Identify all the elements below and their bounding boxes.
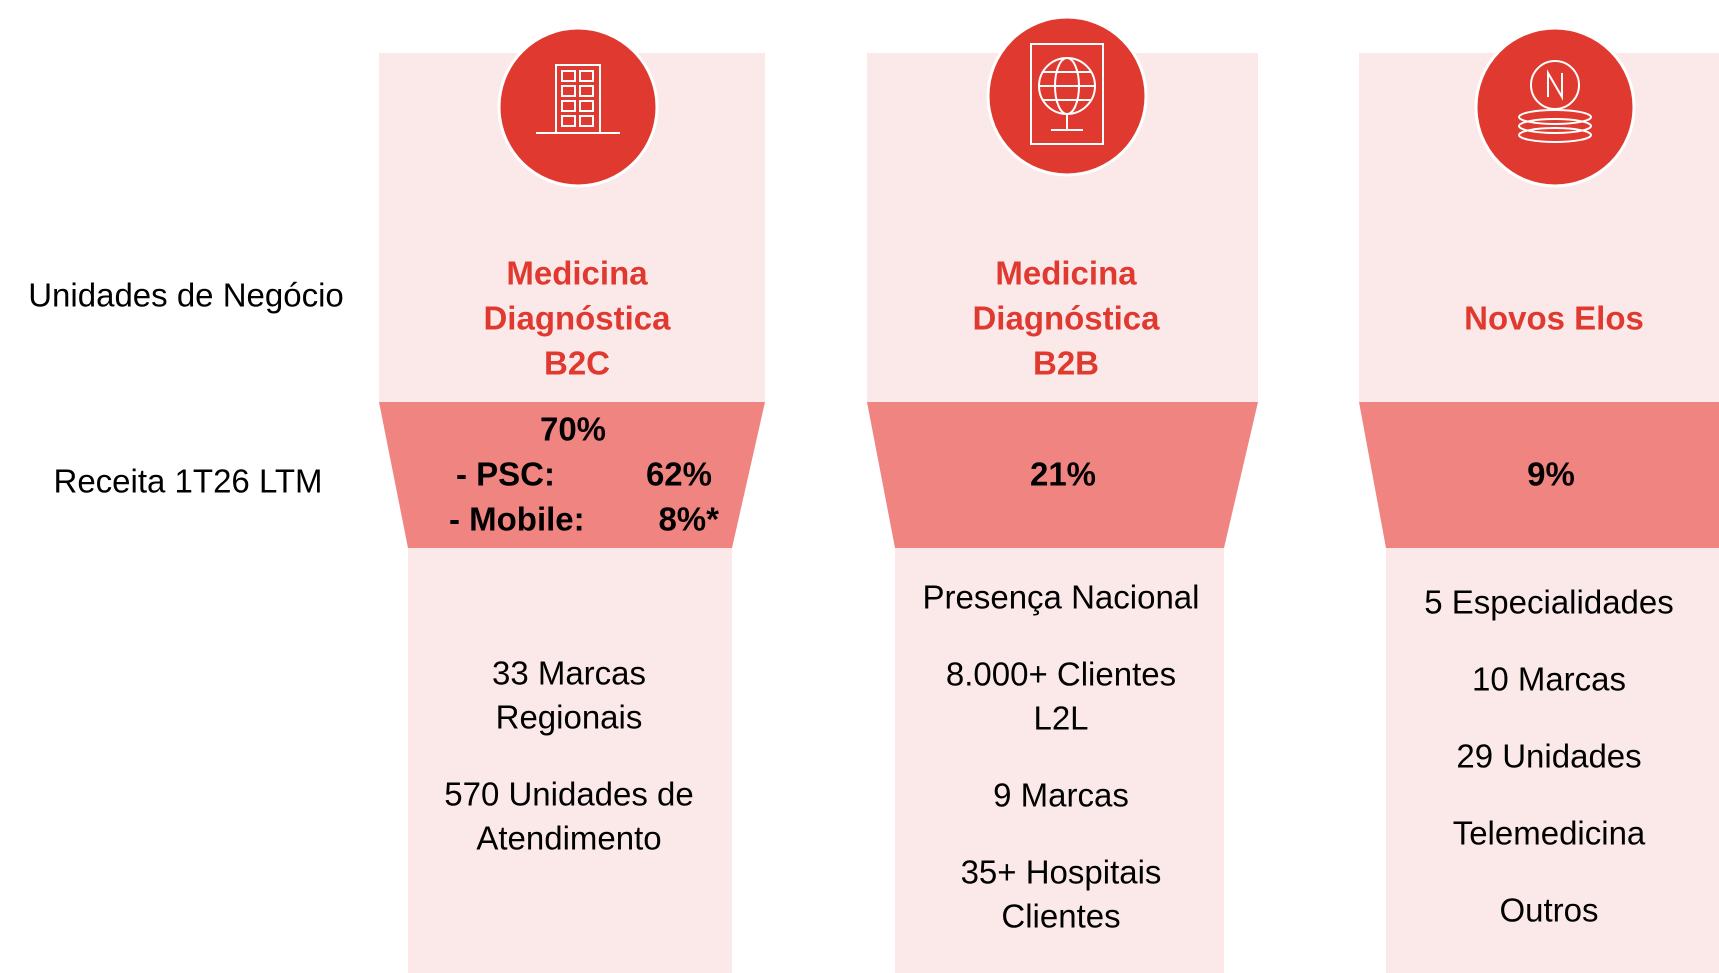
icon [1518, 60, 1592, 143]
revenue-band [867, 402, 1258, 548]
item-text: L2L [1033, 700, 1088, 737]
row-label: Receita 1T26 LTM [54, 463, 323, 500]
icon-part [561, 100, 576, 112]
icon-part [1030, 43, 1104, 145]
icon-circle [497, 26, 659, 188]
row-label: Unidades de Negócio [28, 277, 344, 314]
item-text: Telemedicina [1453, 815, 1646, 852]
item-text: 10 Marcas [1472, 661, 1626, 698]
column-title: Medicina [506, 255, 648, 292]
icon-part [579, 115, 594, 127]
column-title: B2B [1033, 345, 1099, 382]
revenue-value: 62% [646, 456, 712, 493]
item-text: 9 Marcas [993, 777, 1129, 814]
icon-part [1518, 127, 1592, 143]
revenue-label: - Mobile: [449, 501, 585, 538]
icon [1030, 43, 1104, 145]
column-title: Diagnóstica [972, 300, 1160, 337]
item-text: Clientes [1001, 898, 1120, 935]
icon-part [579, 100, 594, 112]
column-title: Novos Elos [1464, 300, 1644, 337]
column-title: Diagnóstica [483, 300, 671, 337]
icon-part [579, 70, 594, 82]
item-text: Outros [1499, 892, 1598, 929]
revenue-total: 9% [1527, 456, 1575, 493]
item-text: 8.000+ Clientes [946, 656, 1176, 693]
item-text: 5 Especialidades [1424, 584, 1674, 621]
revenue-value: 8%* [658, 501, 719, 538]
column-title: Medicina [995, 255, 1137, 292]
item-text: 570 Unidades de [444, 776, 694, 813]
item-text: 35+ Hospitais [961, 854, 1162, 891]
icon-part [1547, 69, 1563, 101]
icon-part [1518, 109, 1592, 125]
icon-part [1518, 118, 1592, 134]
icon-part [561, 85, 576, 97]
item-text: 29 Unidades [1456, 738, 1641, 775]
column-title: B2C [544, 345, 610, 382]
icon-part [579, 85, 594, 97]
icon-part [561, 70, 576, 82]
revenue-label: - PSC: [456, 456, 555, 493]
item-text: Regionais [496, 699, 643, 736]
item-text: 33 Marcas [492, 655, 646, 692]
revenue-total: 70% [540, 411, 606, 448]
icon [536, 64, 620, 134]
item-text: Presença Nacional [923, 579, 1200, 616]
revenue-band [1359, 402, 1719, 548]
icon-part [561, 115, 576, 127]
icon-circle [986, 15, 1148, 177]
revenue-total: 21% [1030, 456, 1096, 493]
item-text: Atendimento [476, 820, 661, 857]
panel-bottom [895, 548, 1224, 973]
icon-circle [1474, 26, 1636, 188]
panel-bottom [1386, 548, 1719, 973]
panel-bottom [408, 548, 732, 973]
revenue-band [379, 402, 765, 548]
